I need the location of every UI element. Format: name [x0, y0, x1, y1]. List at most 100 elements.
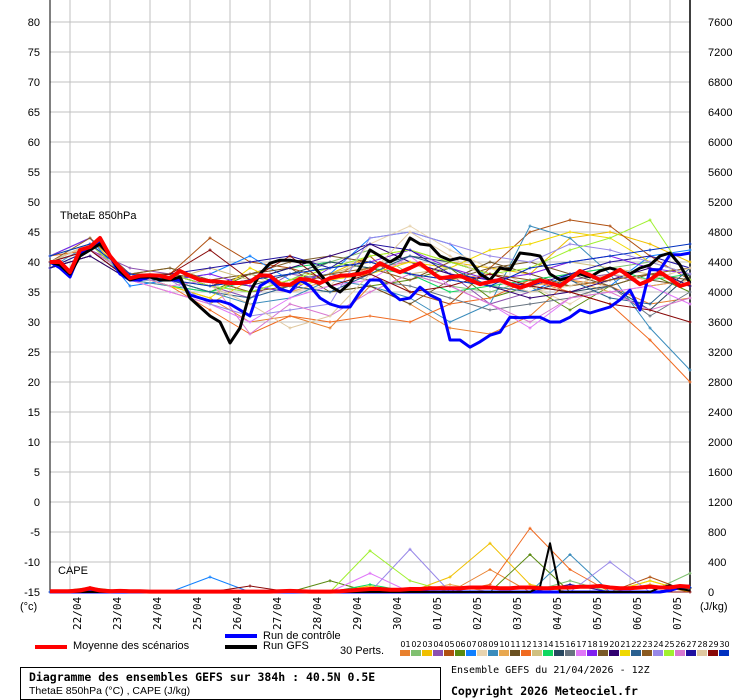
perturbation-17-thetae-line-point — [168, 290, 172, 294]
perturbation-swatch-07 — [466, 650, 476, 656]
perturbation-04-thetae-line-point — [128, 266, 132, 270]
perturbation-number-label: 17 — [576, 640, 587, 649]
perturbation-24-thetae-line-point — [488, 254, 492, 258]
perturbation-swatch-28 — [697, 650, 707, 656]
perturbation-16-thetae-line-point — [688, 290, 692, 294]
perturbation-28-thetae-line-point — [248, 302, 252, 306]
perturbation-24-thetae-line-point — [568, 242, 572, 246]
perturbation-14-cape-line-point — [368, 583, 372, 586]
perturbation-swatch-26 — [675, 650, 685, 656]
x-tick-label: 27/04 — [271, 597, 284, 630]
perturbation-26-thetae-line-point — [168, 284, 172, 288]
perturbation-swatch-01 — [400, 650, 410, 656]
perturbation-30-thetae-line-point — [408, 272, 412, 276]
perturbation-21-thetae-line-point — [248, 266, 252, 270]
perturbation-29-thetae-line-point — [608, 302, 612, 306]
perturbation-23-thetae-line-point — [528, 278, 532, 282]
perturbation-17-thetae-line-point — [288, 296, 292, 300]
perturbation-swatch-02 — [411, 650, 421, 656]
perturbation-30-thetae-line-point — [648, 248, 652, 252]
perturbation-swatch-05 — [444, 650, 454, 656]
perturbation-number-label: 07 — [466, 640, 477, 649]
perturbation-27-thetae-line-point — [408, 248, 412, 252]
y-axis-unit-left: (°c) — [20, 601, 37, 613]
perturbation-18-thetae-line-point — [528, 272, 532, 276]
perturbation-12-thetae-line-point — [328, 320, 332, 324]
perturbation-12-thetae-line-point — [688, 380, 692, 384]
perturbation-29-cape-line-point — [248, 584, 252, 588]
perturbation-23-thetae-line-point — [328, 272, 332, 276]
perturbation-27-thetae-line-point — [608, 260, 612, 264]
perturbation-29-thetae-line-point — [208, 248, 212, 252]
perturbation-24-thetae-line-point — [688, 272, 692, 276]
perturbation-30-thetae-line-point — [568, 260, 572, 264]
perturbation-20-thetae-line-point — [88, 254, 92, 258]
perturbation-swatch-16 — [565, 650, 575, 656]
y-tick-label-right: 7600 — [708, 17, 732, 29]
perturbation-30-thetae-line-point — [368, 260, 372, 264]
perturbation-26-thetae-line-point — [368, 290, 372, 294]
perturbation-number-label: 13 — [532, 640, 543, 649]
title-box: Diagramme des ensembles GEFS sur 384h : … — [20, 667, 441, 700]
x-tick-label: 29/04 — [351, 597, 364, 630]
y-tick-label-right: 800 — [708, 527, 726, 539]
perturbation-27-thetae-line-point — [648, 254, 652, 258]
perturbation-number-label: 20 — [609, 640, 620, 649]
x-tick-label: 24/04 — [151, 597, 164, 630]
y-tick-label-right: 5600 — [708, 167, 732, 179]
y-tick-label-left: 80 — [28, 17, 40, 29]
perturbation-12-thetae-line-point — [288, 314, 292, 318]
perturbation-29-cape-line-point — [688, 590, 692, 594]
x-tick-label: 25/04 — [191, 597, 204, 630]
perturbation-22-thetae-line-point — [648, 302, 652, 306]
perturbation-21-thetae-line-point — [488, 248, 492, 252]
perturbation-30-thetae-line-point — [688, 242, 692, 246]
perturbation-09-thetae-line-point — [648, 326, 652, 330]
y-tick-label-right: 2800 — [708, 377, 732, 389]
legend-gfs-label: Run GFS — [263, 640, 309, 652]
legend-mean-swatch — [35, 645, 67, 649]
perturbation-20-thetae-line-point — [528, 296, 532, 300]
y-tick-label-left: 75 — [28, 47, 40, 59]
perturbation-07-thetae-line-point — [688, 248, 692, 252]
perturbation-24-thetae-line-point — [288, 308, 292, 312]
y-tick-label-right: 3200 — [708, 347, 732, 359]
perturbation-24-thetae-line-point — [608, 248, 612, 252]
y-tick-label-right: 400 — [708, 557, 726, 569]
perturbation-22-thetae-line-point — [208, 290, 212, 294]
perturbation-09-thetae-line-point — [448, 320, 452, 324]
perturbation-23-thetae-line-point — [608, 278, 612, 282]
perturbation-26-thetae-line-point — [568, 296, 572, 300]
perturbation-20-thetae-line-point — [328, 254, 332, 258]
perturbation-10-cape-line-point — [448, 583, 452, 586]
legend-mean-label: Moyenne des scénarios — [73, 640, 190, 652]
perturbation-number-label: 14 — [543, 640, 554, 649]
x-tick-label: 02/05 — [471, 597, 484, 630]
perturbation-number-label: 08 — [477, 640, 488, 649]
perturbation-29-thetae-line-point — [688, 320, 692, 324]
perturbation-swatch-17 — [576, 650, 586, 656]
perturbation-29-thetae-line-point — [648, 308, 652, 312]
y-tick-label-right: 4800 — [708, 227, 732, 239]
perturbation-06-cape-line-point — [328, 579, 332, 583]
y-tick-label-right: 0 — [708, 587, 714, 599]
x-tick-label: 07/05 — [671, 597, 684, 630]
perturbation-25-thetae-line-point — [608, 236, 612, 240]
y-tick-label-left: -15 — [24, 587, 40, 599]
x-tick-label: 23/04 — [111, 597, 124, 630]
perturbation-17-thetae-line-point — [528, 326, 532, 330]
y-axis-unit-right: (J/kg) — [700, 601, 728, 613]
perturbation-26-thetae-line-point — [608, 290, 612, 294]
perturbation-number-label: 26 — [675, 640, 686, 649]
perturbation-16-thetae-line-point — [408, 284, 412, 288]
cape-label: CAPE — [58, 565, 88, 577]
y-tick-label-left: 35 — [28, 287, 40, 299]
perturbation-24-thetae-line-point — [528, 260, 532, 264]
y-tick-label-left: 5 — [34, 467, 40, 479]
perturbation-19-thetae-line-point — [488, 266, 492, 270]
y-tick-label-left: 15 — [28, 407, 40, 419]
perturbation-16-thetae-line-point — [448, 296, 452, 300]
y-tick-label-right: 5200 — [708, 197, 732, 209]
perturbation-12-thetae-line-point — [208, 308, 212, 312]
perturbation-number-label: 23 — [642, 640, 653, 649]
